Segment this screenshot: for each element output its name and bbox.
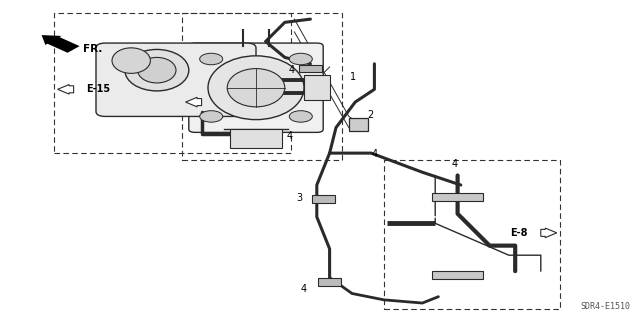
Text: 3: 3: [296, 193, 303, 203]
Bar: [299, 65, 322, 72]
Ellipse shape: [112, 48, 150, 73]
FancyArrow shape: [186, 97, 202, 107]
Bar: [432, 271, 483, 279]
Circle shape: [289, 111, 312, 122]
Ellipse shape: [138, 57, 176, 83]
Ellipse shape: [208, 56, 304, 120]
FancyBboxPatch shape: [96, 43, 256, 116]
Bar: [318, 278, 341, 286]
Text: E-15: E-15: [86, 84, 111, 94]
Bar: [304, 75, 330, 100]
Text: 1: 1: [350, 71, 356, 82]
FancyBboxPatch shape: [189, 43, 323, 132]
FancyArrow shape: [42, 35, 79, 53]
Text: SDR4-E1510: SDR4-E1510: [580, 302, 630, 311]
Circle shape: [200, 53, 223, 65]
Bar: [432, 193, 483, 201]
Text: 4: 4: [288, 65, 294, 75]
Text: FR.: FR.: [83, 44, 102, 55]
FancyArrow shape: [58, 85, 74, 94]
Circle shape: [200, 111, 223, 122]
FancyArrow shape: [541, 228, 557, 238]
Bar: [312, 195, 335, 203]
Text: E-8: E-8: [511, 228, 528, 238]
Bar: [230, 129, 282, 148]
Text: 4: 4: [286, 130, 292, 141]
Bar: [54, 13, 291, 153]
Bar: [182, 13, 342, 160]
Text: 2: 2: [367, 110, 373, 120]
Bar: [384, 160, 560, 309]
Text: 4: 4: [301, 284, 307, 294]
Bar: [349, 118, 368, 131]
Text: 4: 4: [371, 149, 378, 159]
Text: E-1: E-1: [214, 97, 232, 107]
Ellipse shape: [125, 49, 189, 91]
Circle shape: [289, 53, 312, 65]
Ellipse shape: [227, 69, 285, 107]
Text: 4: 4: [451, 159, 458, 169]
